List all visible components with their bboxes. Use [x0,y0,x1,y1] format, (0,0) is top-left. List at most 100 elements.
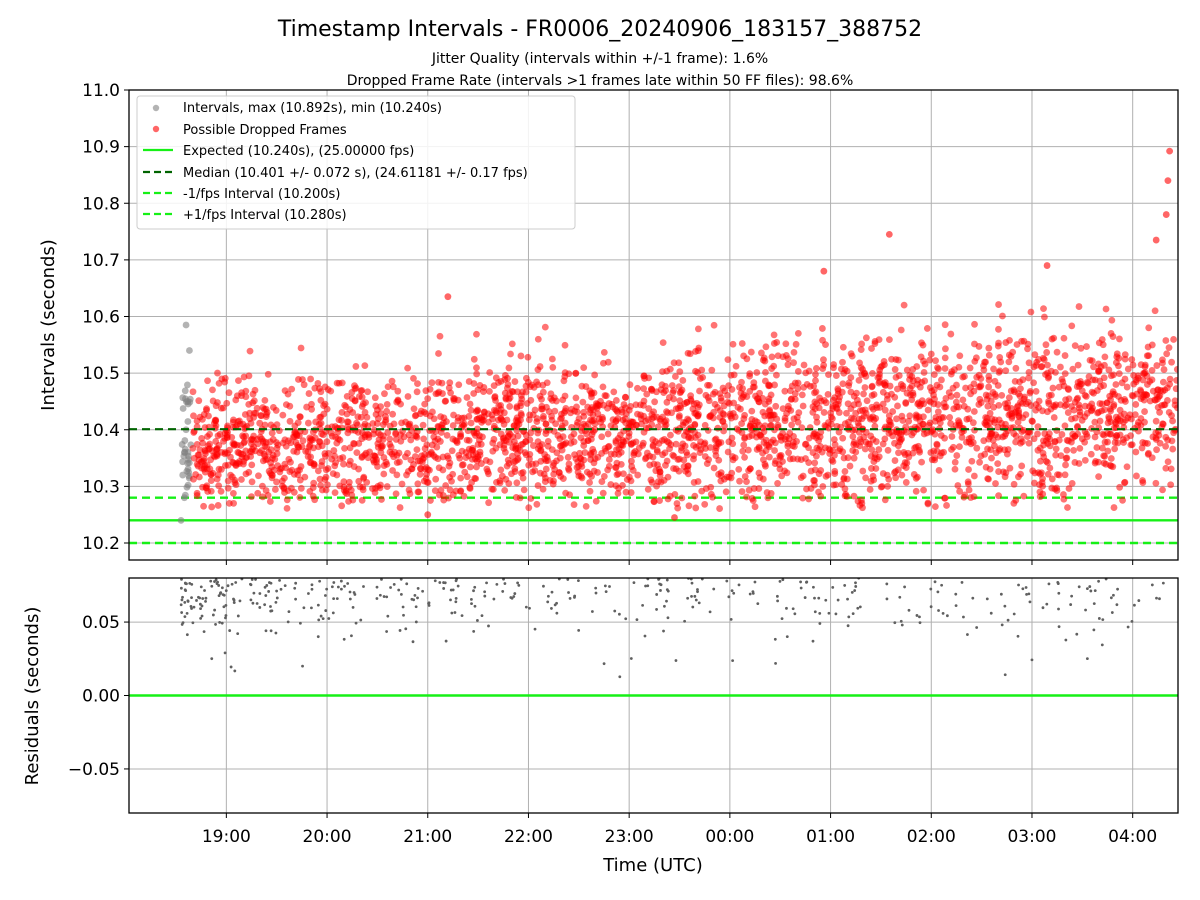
dropped-frame-point [995,401,1003,409]
dropped-frame-point [1081,438,1089,446]
dropped-frame-point [818,325,826,332]
dropped-frame-point [355,440,363,447]
dropped-frame-point [1159,356,1166,364]
dropped-frame-point [1168,358,1175,366]
residual-point [180,611,184,614]
dropped-frame-point [213,475,221,483]
residual-point [1017,583,1020,587]
dropped-frame-point [343,392,351,400]
dropped-frame-point [845,379,853,387]
dropped-frame-point [934,408,942,416]
dropped-frame-point [670,359,678,367]
dropped-frame-point [655,465,663,473]
dropped-frame-point [369,420,377,427]
dropped-frame-point [970,493,978,501]
dropped-frame-point [354,428,362,436]
dropped-frame-point [1162,433,1170,441]
residual-point [818,612,822,615]
dropped-frame-point [971,320,978,328]
dropped-frame-point [259,493,267,501]
dropped-frame-point [986,419,994,427]
residual-point [217,594,221,598]
dropped-frame-point [1108,316,1116,324]
dropped-frame-point [671,490,679,498]
residual-point [1115,603,1119,607]
dropped-frame-point [860,390,867,398]
residual-point [1021,587,1025,591]
residual-point [644,584,647,588]
dropped-frame-point [717,477,725,485]
dropped-frame-point [548,355,556,363]
dropped-frame-point [1116,406,1124,414]
dropped-frame-point [863,397,871,405]
dropped-frame-point [1025,439,1033,447]
dropped-frame-point [210,419,218,427]
dropped-frame-point [467,419,475,427]
dropped-frame-point [1091,418,1099,426]
dropped-frame-point [940,399,948,407]
intervals-y-tick-label: 10.7 [82,251,120,271]
dropped-frame-point [404,364,412,372]
intervals-y-tick-label: 10.2 [82,534,120,554]
intervals-y-tick-label: 10.8 [82,194,120,214]
dropped-frame-point [203,484,210,492]
residual-point [224,603,228,607]
residual-point [224,616,227,620]
dropped-frame-point [783,410,790,417]
dropped-frame-point [773,415,781,423]
dropped-frame-point [651,398,659,406]
dropped-frame-point [900,301,908,309]
dropped-frame-point [1159,486,1166,494]
dropped-frame-point [410,374,417,382]
dropped-frame-point [598,433,606,441]
dropped-frame-point [811,459,819,467]
dropped-frame-point [800,361,808,369]
dropped-frame-point [767,439,775,446]
dropped-frame-point [640,385,648,393]
dropped-frame-point [501,371,509,379]
dropped-frame-point [1107,418,1115,426]
dropped-frame-point [640,428,648,436]
residual-point [624,617,628,621]
dropped-frame-point [286,417,294,425]
dropped-frame-point [839,380,847,388]
dropped-frame-point [671,514,678,521]
dropped-frame-point [247,436,255,444]
dropped-frame-point [207,477,215,485]
dropped-frame-point [273,478,280,486]
dropped-frame-point [1061,422,1069,430]
dropped-frame-point [405,421,413,429]
residual-point [354,621,358,625]
dropped-frame-point [994,460,1002,468]
dropped-frame-point [955,403,963,411]
residual-point [189,604,193,608]
residuals-y-ticks: −0.050.000.05 [68,613,129,780]
dropped-frame-point [259,404,267,411]
dropped-frame-point [190,429,198,436]
residual-point [220,586,224,590]
dropped-frame-point [671,373,679,380]
dropped-frame-point [511,465,519,473]
dropped-frame-point [716,505,724,512]
dropped-frame-point [933,381,941,389]
dropped-frame-point [1065,485,1073,492]
dropped-frame-point [307,375,315,383]
intervals-y-tick-label: 10.3 [82,477,120,497]
dropped-frame-point [816,394,823,402]
dropped-frame-point [830,481,837,489]
dropped-frame-point [822,399,830,407]
dropped-frame-point [1115,370,1123,378]
dropped-frame-point [620,470,627,478]
dropped-frame-point [364,388,372,396]
residual-point [683,619,687,623]
interval-point [182,321,190,329]
dropped-frame-point [283,496,291,504]
dropped-frame-point [664,473,672,481]
time-x-tick-label: 23:00 [605,827,654,847]
residual-point [727,595,731,599]
dropped-frame-point [743,478,750,485]
dropped-frame-point [847,388,855,396]
dropped-frame-point [1088,357,1096,365]
dropped-frame-point [794,368,802,375]
